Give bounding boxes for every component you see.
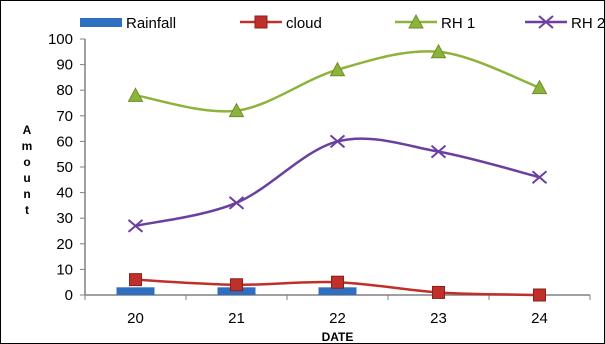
point-rh-2 (329, 134, 346, 149)
legend-label-rh-1: RH 1 (441, 15, 475, 32)
point-rh-1 (531, 79, 548, 95)
point-cloud (533, 288, 546, 302)
y-tick-label: 80 (56, 82, 73, 99)
y-tick-label: 20 (56, 236, 73, 253)
series-line-rh-2 (135, 137, 540, 228)
y-tick-label: 0 (65, 287, 73, 304)
x-tick-label: 22 (329, 310, 346, 327)
legend-swatch-rainfall (80, 18, 122, 27)
x-axis-title: DATE (322, 330, 354, 344)
bar-rainfall (116, 287, 155, 295)
point-rh-2 (430, 144, 447, 159)
y-tick-label: 70 (56, 108, 73, 125)
y-tick-label: 90 (56, 57, 73, 74)
legend-marker-rh-1 (408, 13, 424, 29)
legend-marker-cloud (254, 15, 268, 29)
y-tick-label: 50 (56, 159, 73, 176)
y-tick-label: 30 (56, 210, 73, 227)
x-tick-label: 21 (228, 310, 245, 327)
y-tick-label: 10 (56, 261, 73, 278)
point-rh-1 (228, 102, 245, 118)
point-cloud (129, 273, 142, 287)
point-cloud (432, 285, 445, 299)
legend-label-rh-2: RH 2 (571, 15, 605, 32)
point-rh-1 (430, 43, 447, 59)
point-rh-2 (127, 219, 144, 233)
legend-label-rainfall: Rainfall (126, 15, 176, 32)
y-tick-label: 40 (56, 185, 73, 202)
x-tick-label: 24 (531, 310, 548, 327)
legend: Rainfall cloud RH 1 RH 2 (80, 13, 605, 32)
legend-marker-rh-2 (538, 15, 554, 29)
bar-rainfall (318, 287, 357, 295)
point-cloud (230, 278, 243, 292)
point-rh-2 (531, 170, 548, 184)
point-rh-2 (228, 196, 245, 210)
point-rh-1 (329, 61, 346, 77)
series-line-rh-1 (135, 50, 540, 113)
legend-label-cloud: cloud (286, 15, 322, 32)
point-rh-1 (127, 87, 144, 102)
plot-area: 0 10 20 30 40 50 60 70 80 90 100 20 21 22 23 24 DATE A m o u… (22, 31, 591, 344)
point-cloud (331, 275, 344, 289)
y-tick-label: 60 (56, 133, 73, 150)
x-tick-label: 23 (430, 310, 447, 327)
x-tick-label: 20 (127, 310, 144, 327)
y-tick-label: 100 (48, 31, 73, 48)
